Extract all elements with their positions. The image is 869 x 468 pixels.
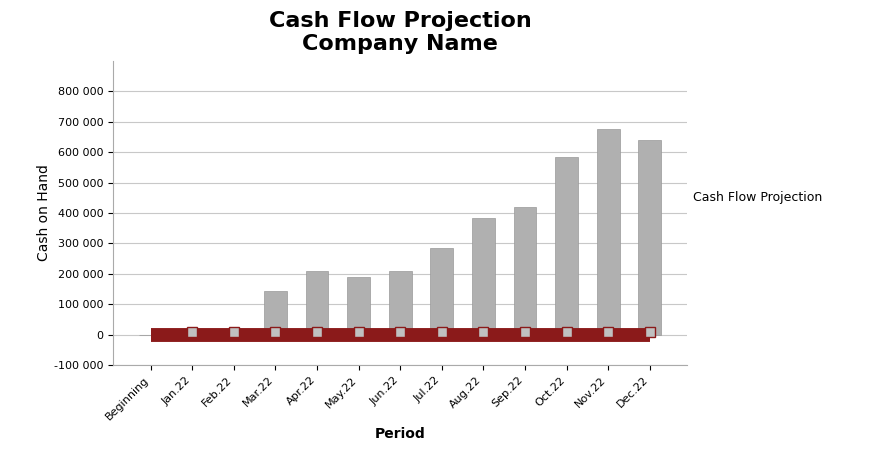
Bar [263, 291, 287, 335]
Bar [181, 329, 203, 335]
X-axis label: Period: Period [375, 427, 425, 441]
Bar [471, 218, 494, 335]
Bar [388, 271, 411, 335]
Bar [638, 140, 660, 335]
Bar [596, 129, 619, 335]
Bar [347, 277, 369, 335]
Title: Cash Flow Projection
Company Name: Cash Flow Projection Company Name [269, 10, 531, 54]
Bar [554, 157, 577, 335]
Bar [513, 207, 536, 335]
Bar [222, 329, 245, 335]
Bar [430, 248, 453, 335]
Text: Cash Flow Projection: Cash Flow Projection [693, 191, 821, 204]
Y-axis label: Cash on Hand: Cash on Hand [37, 165, 51, 261]
Bar [305, 271, 328, 335]
